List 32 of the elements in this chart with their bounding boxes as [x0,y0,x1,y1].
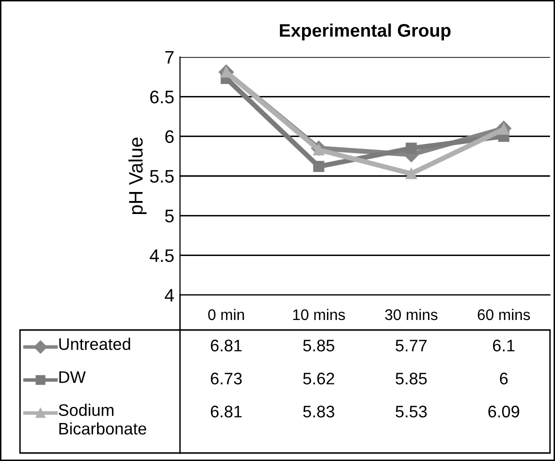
legend-label: DW [59,371,86,383]
point [406,142,417,154]
y-tick-label: 4 [164,289,174,302]
x-tick-label: 0 min [208,308,244,320]
data-label: 6.73 [210,372,242,384]
point [406,168,417,180]
chart-title: Experimental Group [280,24,451,40]
y-tick-label: 6 [165,130,174,144]
y-tick-label: 4.5 [150,249,174,262]
data-label: 6.1 [493,340,515,352]
data-label: 5.83 [303,406,334,418]
y-tick-label: 5.5 [150,170,174,183]
point [313,160,324,172]
data-label: 5.53 [396,406,427,418]
legend-label: Untreated [59,338,130,350]
x-tick-label: 10 mins [293,308,345,320]
y-tick-label: 5 [165,210,174,222]
legend-label: Sodium Bicarbonate [58,404,146,435]
x-tick-label: 60 mins [478,308,530,320]
y-axis-title: pH Value [128,138,147,214]
y-tick-label: 7 [165,51,174,64]
data-label: 5.62 [303,372,334,384]
data-label: 5.77 [396,340,427,352]
data-label: 6.81 [210,340,242,352]
point [498,124,510,135]
data-label: 5.85 [396,372,427,384]
data-label: 6 [500,372,508,384]
data-label: 5.85 [303,340,334,352]
data-label: 6.09 [488,406,520,418]
data-label: 6.81 [210,406,242,418]
x-tick-label: 30 mins [385,308,438,320]
y-tick-label: 6.5 [150,90,174,104]
